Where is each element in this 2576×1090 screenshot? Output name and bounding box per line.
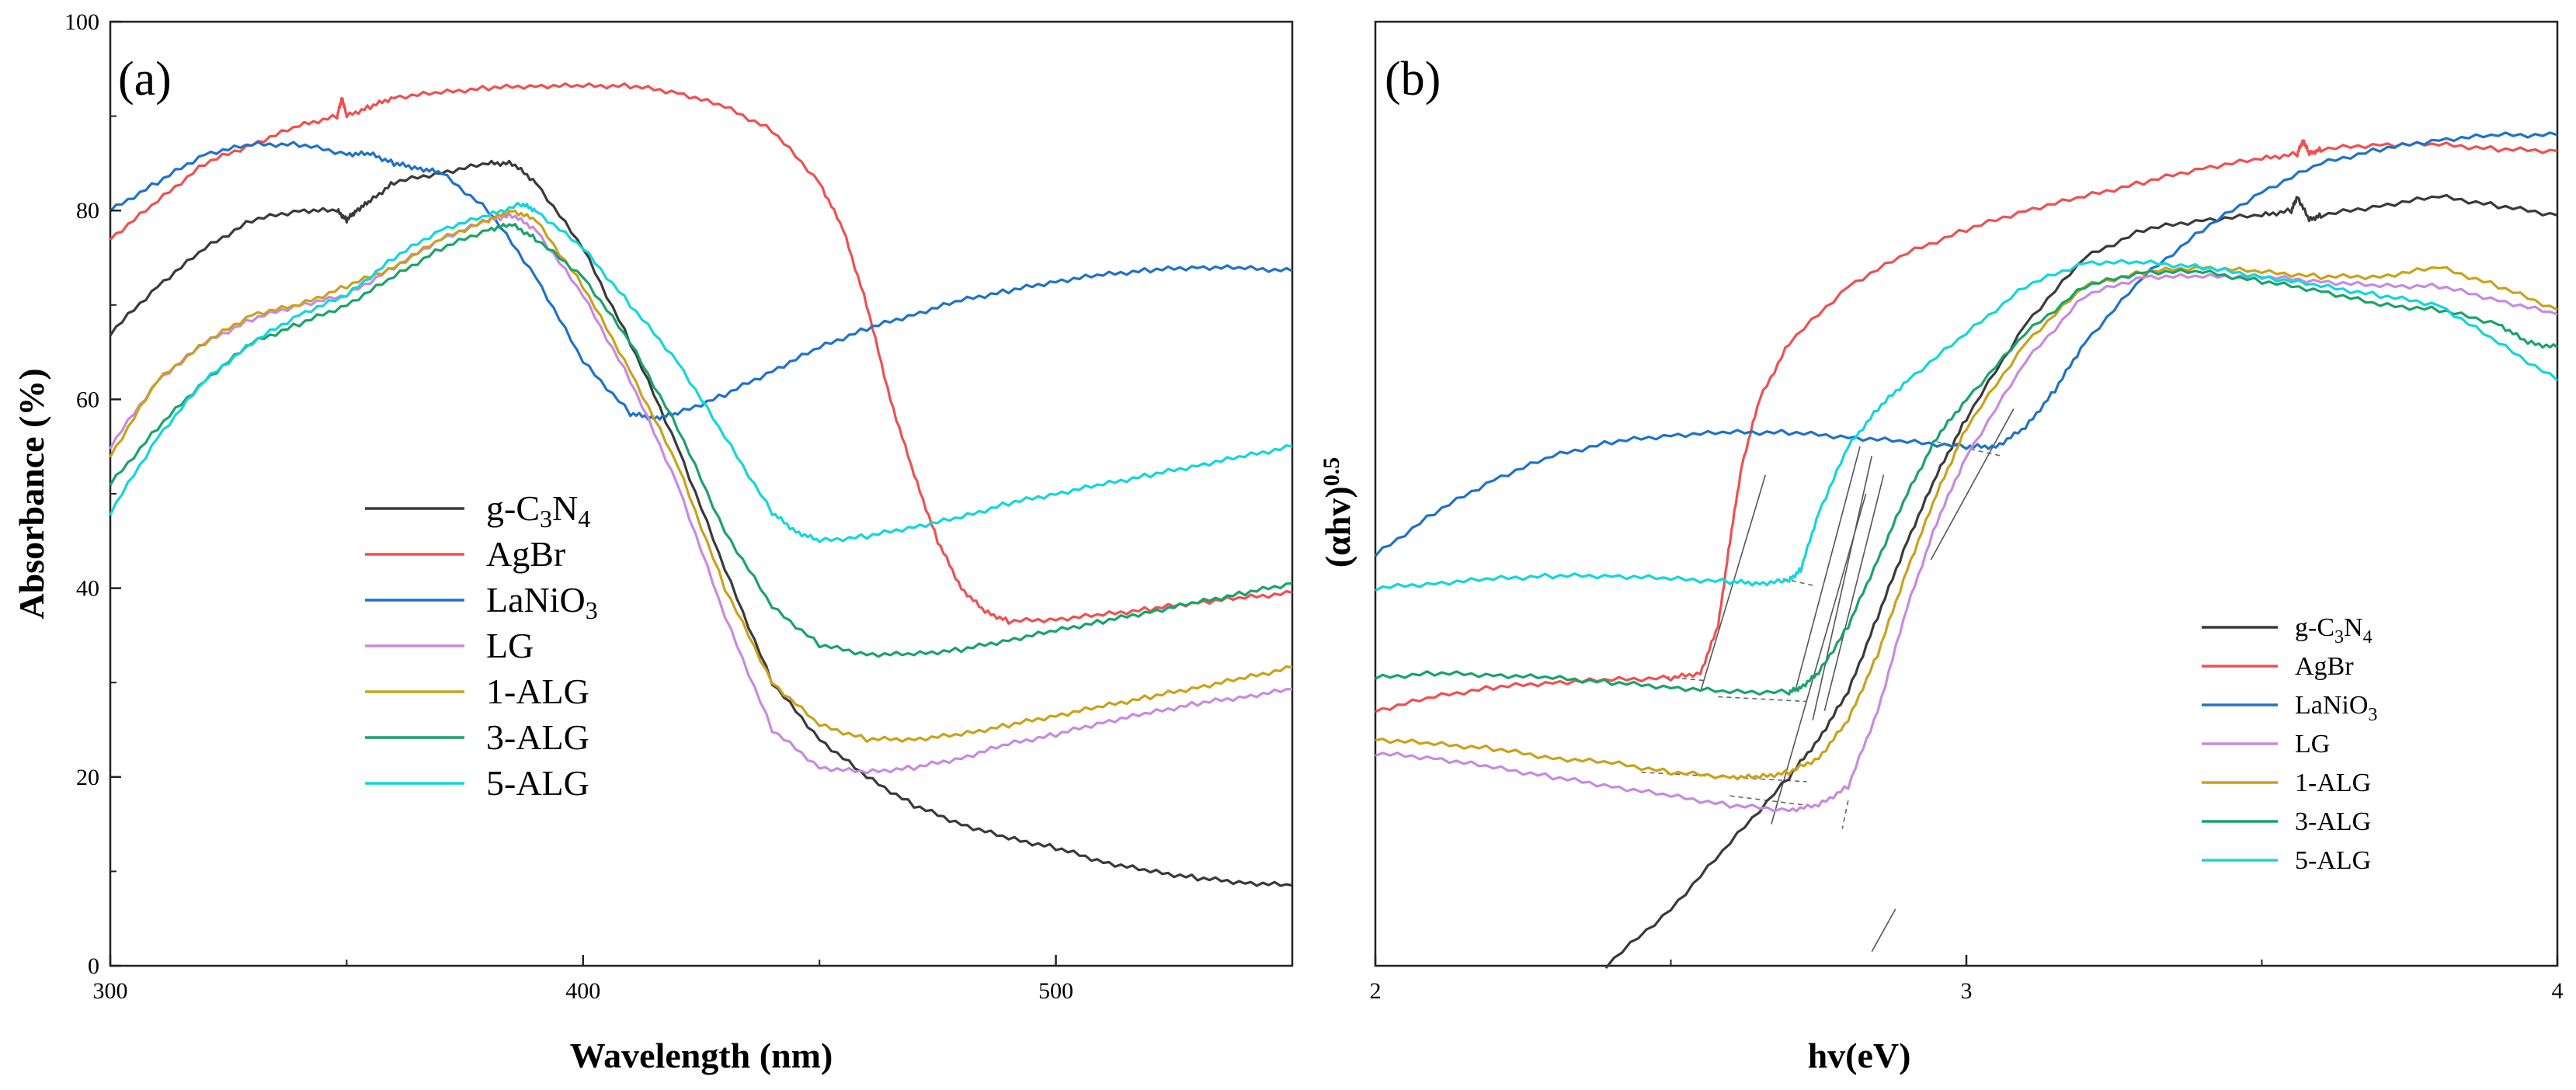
panel-a-series-lg (109, 212, 1292, 775)
panel-a-x-tick-label: 500 (1038, 978, 1073, 1004)
panel-a-chart: 300 400 500 0 20 40 60 80 100 (a) Wavelength (nm… (12, 9, 1294, 1075)
panel-b-frame (1374, 20, 2559, 967)
panel-a-ticks: 300 400 500 0 20 40 60 80 100 (64, 9, 1293, 1004)
panel-b-y-axis-label-exponent: 0.5 (1319, 457, 1344, 487)
panel-a-legend-label-5-alg: 5-ALG (486, 763, 589, 803)
panel-b-series-lanio3 (1374, 131, 2558, 557)
panel-a-series-1-alg (109, 209, 1293, 743)
panel-b-series-group (1374, 131, 2559, 969)
panel-a-legend-label-lg: LG (486, 626, 534, 665)
panel-b-baseline-extrapolation (1841, 800, 1849, 829)
panel-a-series-g-c3n4 (109, 159, 1293, 887)
panel-b-legend-label-1-alg: 1-ALG (2295, 769, 2371, 797)
panel-a-series-group (109, 82, 1293, 887)
panel-b-tangent-line (1771, 493, 1867, 824)
panel-b-tangent-line (1699, 474, 1767, 693)
panel-a-legend-label-agbr: AgBr (486, 534, 565, 574)
panel-b-chart: 2 3 4 (b) hv(eV) (αhv)0.5 g-C3N4 AgBr LaNiO3… (1318, 20, 2564, 1075)
panel-a-x-tick-label: 400 (565, 978, 600, 1004)
panel-a-y-tick-label: 100 (64, 9, 99, 35)
panel-b-series-lg (1375, 272, 2558, 813)
panel-a-legend-label-3-alg: 3-ALG (486, 717, 589, 757)
panel-a-y-tick-label: 0 (88, 953, 99, 979)
panel-b-series-1-alg (1375, 266, 2558, 781)
panel-a-series-5-alg (109, 201, 1293, 543)
panel-a-legend-label-g-c3n4: g-C3N4 (486, 488, 590, 533)
panel-b-x-tick-label: 3 (1961, 978, 1973, 1004)
panel-b-tangent-line (1930, 408, 2015, 561)
panel-b-x-tick-label: 4 (2552, 978, 2564, 1004)
panel-b-legend-label-g-c3n4: g-C3N4 (2295, 613, 2373, 647)
panel-b-tangent-line (1812, 456, 1873, 721)
panel-a-y-tick-label: 20 (76, 765, 99, 790)
panel-a-frame (109, 20, 1294, 967)
panel-a-y-tick-label: 60 (76, 387, 99, 412)
panel-b-series-g-c3n4 (1604, 193, 2558, 969)
panel-b-legend-label-agbr: AgBr (2295, 652, 2354, 681)
panel-b-x-tick-label: 2 (1370, 978, 1382, 1004)
panel-b-legend-label-5-alg: 5-ALG (2295, 846, 2371, 875)
panel-b-series-agbr (1375, 139, 2558, 713)
panel-b-tangent-line (1794, 446, 1861, 693)
panel-b-x-axis-label: hv(eV) (1808, 1036, 1911, 1075)
panel-a-x-axis-label: Wavelength (nm) (570, 1036, 833, 1075)
panel-b-legend-label-lg: LG (2295, 730, 2330, 758)
panel-b-ticks: 2 3 4 (1370, 955, 2564, 1004)
panel-a-series-agbr (109, 82, 1293, 625)
panel-b-legend: g-C3N4 AgBr LaNiO3 LG 1-ALG 3-ALG 5-ALG (2202, 613, 2377, 875)
panel-a-label: (a) (118, 53, 172, 106)
panel-b-tangent-lines (1641, 408, 2015, 953)
panel-a-y-axis-label: Absorbance (%) (12, 368, 51, 619)
panel-a-legend-label-1-alg: 1-ALG (486, 672, 589, 711)
panel-a-legend-label-lanio3: LaNiO3 (486, 580, 598, 624)
panel-b-baseline-extrapolation (1718, 696, 1807, 703)
panel-b-baseline-extrapolation (1664, 676, 1707, 682)
panel-a-y-tick-label: 80 (76, 198, 99, 224)
panel-b-label: (b) (1385, 53, 1441, 106)
panel-b-legend-label-lanio3: LaNiO3 (2295, 691, 2377, 725)
panel-a-series-3-alg (109, 223, 1293, 658)
panel-b-y-axis-label-base: (αhv) (1318, 486, 1358, 568)
panel-a-series-lanio3 (109, 141, 1293, 421)
panel-b-series-3-alg (1375, 268, 2558, 696)
panel-b-legend-label-3-alg: 3-ALG (2295, 807, 2371, 836)
panel-b-y-axis-label: (αhv)0.5 (1318, 457, 1358, 568)
panel-a-x-tick-label: 300 (93, 978, 128, 1004)
panel-b-tangent-line (1871, 908, 1896, 953)
panel-a-y-tick-label: 40 (76, 576, 99, 602)
panel-b-series-5-alg (1375, 259, 2559, 592)
panel-b-tangent-line (1823, 474, 1885, 711)
